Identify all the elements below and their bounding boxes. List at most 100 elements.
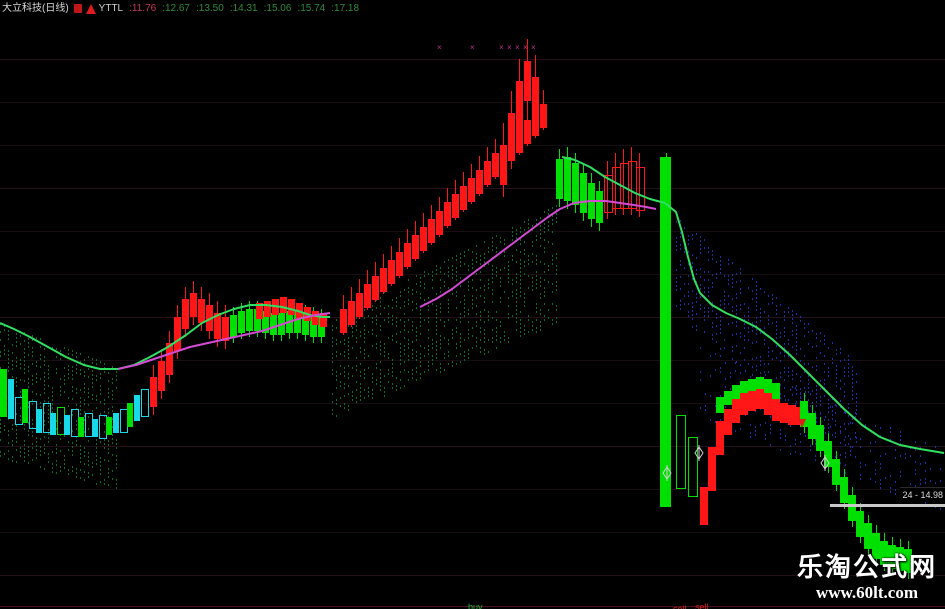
watermark-site-url: www.60lt.com (816, 583, 918, 602)
candle-mid-rise (396, 251, 403, 276)
candle-fade (780, 403, 788, 423)
candle-mid-rise (524, 120, 531, 145)
candle-decline (800, 401, 808, 427)
candle-wick (623, 149, 624, 215)
candle-pullback (254, 309, 261, 331)
candle-pullback (318, 317, 325, 337)
ma-line-MA-green (0, 304, 330, 370)
candle-hollow-small (688, 437, 698, 497)
candle-decline (856, 511, 864, 537)
candle-pullback (310, 315, 317, 337)
candle-red-cont (312, 311, 319, 325)
candle-rebound (732, 399, 740, 423)
chart-baseline (0, 606, 945, 607)
candle-left (141, 389, 149, 417)
gridline (0, 489, 945, 490)
candle-left (78, 417, 84, 437)
candle-decline (832, 459, 840, 485)
candle-red-cont (280, 297, 287, 313)
candle-pullback (230, 315, 237, 337)
gridline (0, 575, 945, 576)
chart-header: 大立科技(日线) YTTL :11.76 :12.67 :13.50 :14.3… (0, 0, 945, 17)
gridline (0, 446, 945, 447)
candle-plateau (572, 163, 579, 205)
candle-mid-rise (404, 243, 411, 268)
candle-rebound (756, 387, 764, 409)
candle-pullback (246, 309, 253, 331)
candle-plateau (556, 159, 563, 199)
candle-leg1 (214, 313, 221, 339)
candle-plateau (580, 173, 587, 213)
candle-decline (840, 477, 848, 503)
candle-decline (824, 441, 832, 467)
header-value-1: :12.67 (162, 2, 190, 14)
candle-left (113, 413, 119, 433)
candle-mid-rise (380, 268, 387, 292)
candle-decline (880, 541, 888, 565)
signal-marker-×: × (523, 43, 528, 52)
candle-mid-rise (348, 300, 355, 325)
gridline (0, 59, 945, 60)
candle-leg1 (166, 343, 173, 375)
candle-wick (615, 153, 616, 215)
candle-decline (888, 545, 896, 569)
candle-decline (864, 523, 872, 549)
candle-leg1 (174, 317, 181, 351)
candle-left (64, 415, 70, 435)
candle-mid-rise (444, 202, 451, 227)
chart-plot-area[interactable]: × × × × × × × buy sell sell 24 - 14.98 (0, 17, 945, 609)
signal-marker-×: × (531, 43, 536, 52)
candle-left (0, 369, 7, 417)
signal-marker-sell: sell (695, 602, 709, 609)
signal-marker-×: × (470, 43, 475, 52)
site-watermark: 乐淘公式网 www.60lt.com (797, 547, 937, 603)
candle-leg1 (158, 361, 165, 391)
diamond-marker-icon (694, 445, 704, 461)
price-label-text: 24 - 14.98 (902, 490, 943, 500)
candle-left (134, 395, 140, 421)
candle-mid-rise (476, 169, 483, 194)
candle-leg1 (190, 293, 197, 317)
candle-pullback (270, 313, 277, 335)
header-value-4: :15.06 (263, 2, 292, 14)
header-value-6: :17.18 (331, 2, 360, 14)
header-value-3: :14.31 (229, 2, 258, 14)
signal-marker-buy: buy (468, 602, 483, 609)
ma-line-MA-magenta-2 (419, 200, 657, 308)
red-up-arrow-icon (85, 3, 96, 14)
candle-spike (524, 61, 531, 101)
candle-rebound (724, 409, 732, 435)
candle-pullback (294, 311, 301, 333)
candle-mid-rise (412, 235, 419, 260)
candle-fade (764, 393, 772, 415)
candle-spike (500, 145, 507, 185)
candle-spike (508, 113, 515, 157)
candle-rebound-cap (772, 383, 780, 399)
gridline (0, 231, 945, 232)
candle-rebound (716, 421, 724, 455)
candle-decline (872, 533, 880, 559)
candle-hollow (636, 167, 645, 211)
candle-spike (516, 81, 523, 133)
moving-average-overlay (0, 156, 945, 454)
diamond-marker-icon (820, 455, 830, 471)
chart-title: 大立科技(日线) (2, 2, 69, 14)
candle-leg1 (182, 299, 189, 329)
candle-decline (896, 547, 904, 571)
candle-rebound-cap (764, 379, 772, 393)
indicator-code: YTTL (98, 2, 124, 14)
candle-spike (532, 77, 539, 113)
candle-mid-rise (428, 218, 435, 243)
red-square-icon (73, 4, 82, 13)
candle-left (22, 389, 28, 423)
gridline (0, 403, 945, 404)
candle-mid-rise (460, 186, 467, 210)
candle-rebound (740, 393, 748, 415)
candle-left (36, 409, 42, 433)
candle-pullback (302, 313, 309, 335)
candle-big-drop (660, 157, 671, 337)
candle-mid-rise (540, 104, 547, 128)
candle-rebound-cap (716, 397, 724, 413)
candle-red-cont (288, 299, 295, 315)
